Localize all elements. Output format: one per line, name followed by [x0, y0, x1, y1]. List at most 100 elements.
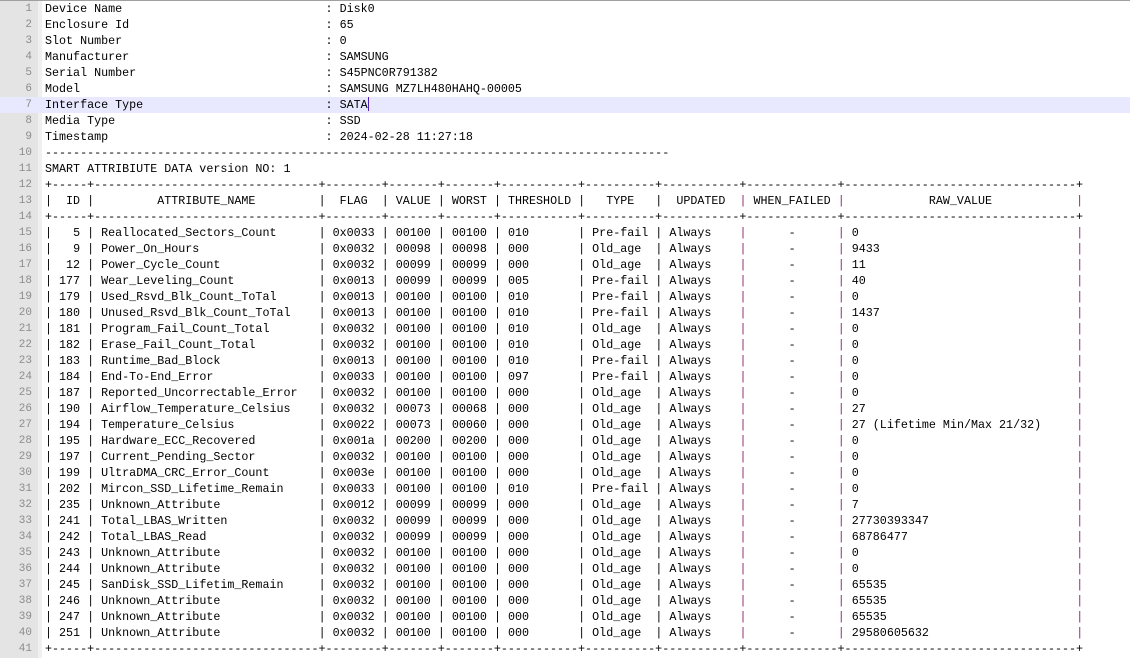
line-text: | 180 | Unused_Rsvd_Blk_Count_ToTal | 0x… — [45, 305, 1083, 321]
info-line[interactable]: 4 Manufacturer : SAMSUNG — [0, 49, 1130, 65]
table-row[interactable]: 33 | 241 | Total_LBAS_Written | 0x0032 | … — [0, 513, 1130, 529]
table-row[interactable]: 37 | 245 | SanDisk_SSD_Lifetim_Remain | 0… — [0, 577, 1130, 593]
table-row[interactable]: 39 | 247 | Unknown_Attribute | 0x0032 | 0… — [0, 609, 1130, 625]
table-cell: 00099 — [451, 258, 487, 272]
table-row[interactable]: 29 | 197 | Current_Pending_Sector | 0x003… — [0, 449, 1130, 465]
table-cell: 00099 — [395, 514, 431, 528]
table-header-row[interactable]: 13 | ID | ATTRIBUTE_NAME | FLAG | VALUE |… — [0, 193, 1130, 209]
cell-separator: | — [493, 418, 501, 432]
table-cell: Always — [669, 386, 712, 400]
table-cell: 000 — [507, 546, 530, 560]
info-line[interactable]: 5 Serial Number : S45PNC0R791382 — [0, 65, 1130, 81]
table-cell: 00100 — [395, 226, 431, 240]
info-line[interactable]: 2 Enclosure Id : 65 — [0, 17, 1130, 33]
table-cell: Old_age — [592, 258, 642, 272]
table-row[interactable]: 27 | 194 | Temperature_Celsius | 0x0022 |… — [0, 417, 1130, 433]
table-row[interactable]: 21 | 181 | Program_Fail_Count_Total | 0x0… — [0, 321, 1130, 337]
table-cell: 010 — [507, 354, 530, 368]
table-row[interactable]: 18 | 177 | Wear_Leveling_Count | 0x0013 |… — [0, 273, 1130, 289]
table-row[interactable]: 28 | 195 | Hardware_ECC_Recovered | 0x001… — [0, 433, 1130, 449]
table-cell: 00099 — [451, 530, 487, 544]
table-cell: Always — [669, 226, 712, 240]
line-number: 28 — [18, 435, 32, 447]
cell-separator: | — [437, 418, 445, 432]
table-cell: 000 — [507, 514, 530, 528]
cell-separator: | — [655, 386, 663, 400]
table-row[interactable]: 23 | 183 | Runtime_Bad_Block | 0x0013 | 0… — [0, 353, 1130, 369]
cell-separator: | — [318, 450, 326, 464]
table-cell: 000 — [507, 466, 530, 480]
table-row[interactable]: 19 | 179 | Used_Rsvd_Blk_Count_ToTal | 0x… — [0, 289, 1130, 305]
info-line[interactable]: 8 Media Type : SSD — [0, 113, 1130, 129]
table-row[interactable]: 15 | 5 | Reallocated_Sectors_Count | 0x00… — [0, 225, 1130, 241]
cell-separator: | — [45, 402, 53, 416]
table-row[interactable]: 30 | 199 | UltraDMA_CRC_Error_Count | 0x0… — [0, 465, 1130, 481]
line-text: | 12 | Power_Cycle_Count | 0x0032 | 0009… — [45, 257, 1083, 273]
table-cell: Old_age — [592, 514, 642, 528]
cell-separator: | — [437, 242, 445, 256]
table-row[interactable]: 26 | 190 | Airflow_Temperature_Celsius | … — [0, 401, 1130, 417]
line-number: 5 — [25, 67, 32, 79]
info-label: Model — [45, 82, 81, 96]
cell-separator: | — [318, 274, 326, 288]
cell-separator: | — [493, 482, 501, 496]
table-row[interactable]: 35 | 243 | Unknown_Attribute | 0x0032 | 0… — [0, 545, 1130, 561]
line-number: 7 — [25, 99, 32, 111]
table-row[interactable]: 34 | 242 | Total_LBAS_Read | 0x0032 | 000… — [0, 529, 1130, 545]
cell-separator: | — [578, 514, 586, 528]
cell-separator: | — [655, 466, 663, 480]
cell-separator: | — [837, 226, 845, 240]
table-border[interactable]: 12 +-----+-------------------------------… — [0, 177, 1130, 193]
line-text: | 5 | Reallocated_Sectors_Count | 0x0033… — [45, 225, 1083, 241]
cell-separator: | — [318, 354, 326, 368]
table-cell: 00200 — [395, 434, 431, 448]
cell-separator: | — [837, 546, 845, 560]
cell-separator: | — [45, 626, 53, 640]
cell-separator: | — [1076, 578, 1084, 592]
table-cell: 12 — [66, 258, 81, 272]
info-line[interactable]: 7 Interface Type : SATA — [0, 97, 1130, 113]
cell-separator: | — [493, 610, 501, 624]
info-line[interactable]: 9 Timestamp : 2024-02-28 11:27:18 — [0, 129, 1130, 145]
cell-separator: | — [578, 418, 586, 432]
table-row[interactable]: 32 | 235 | Unknown_Attribute | 0x0012 | 0… — [0, 497, 1130, 513]
cell-separator: | — [437, 450, 445, 464]
info-line[interactable]: 6 Model : SAMSUNG MZ7LH480HAHQ-00005 — [0, 81, 1130, 97]
table-row[interactable]: 31 | 202 | Mircon_SSD_Lifetime_Remain | 0… — [0, 481, 1130, 497]
cell-separator: | — [493, 402, 501, 416]
table-border[interactable]: 41 +-----+-------------------------------… — [0, 641, 1130, 657]
table-row[interactable]: 17 | 12 | Power_Cycle_Count | 0x0032 | 00… — [0, 257, 1130, 273]
cell-separator: | — [739, 514, 747, 528]
table-cell: 0x0013 — [332, 354, 375, 368]
smart-title-line[interactable]: 11 SMART ATTRIBIUTE DATA version NO: 1 — [0, 161, 1130, 177]
info-label: Enclosure Id — [45, 18, 130, 32]
table-cell: 179 — [59, 290, 81, 304]
table-cell: 197 — [59, 450, 81, 464]
info-label: Manufacturer — [45, 50, 130, 64]
cell-separator: | — [45, 610, 53, 624]
table-border[interactable]: 14 +-----+-------------------------------… — [0, 209, 1130, 225]
table-row[interactable]: 36 | 244 | Unknown_Attribute | 0x0032 | 0… — [0, 561, 1130, 577]
cell-separator: | — [437, 290, 445, 304]
table-row[interactable]: 20 | 180 | Unused_Rsvd_Blk_Count_ToTal | … — [0, 305, 1130, 321]
table-row[interactable]: 25 | 187 | Reported_Uncorrectable_Error |… — [0, 385, 1130, 401]
table-row[interactable]: 38 | 246 | Unknown_Attribute | 0x0032 | 0… — [0, 593, 1130, 609]
info-line[interactable]: 1 Device Name : Disk0 — [0, 1, 1130, 17]
info-line[interactable]: 3 Slot Number : 0 — [0, 33, 1130, 49]
table-row[interactable]: 16 | 9 | Power_On_Hours | 0x0032 | 00098 … — [0, 241, 1130, 257]
cell-separator: | — [837, 386, 845, 400]
separator-line[interactable]: 10 --------------------------------------… — [0, 145, 1130, 161]
cell-separator: | — [739, 498, 747, 512]
cell-separator: | — [1076, 306, 1084, 320]
table-cell: 0x0032 — [332, 258, 375, 272]
cell-separator: | — [655, 258, 663, 272]
table-row[interactable]: 22 | 182 | Erase_Fail_Count_Total | 0x003… — [0, 337, 1130, 353]
cell-separator: | — [655, 434, 663, 448]
cell-separator: | — [87, 354, 95, 368]
table-row[interactable]: 40 | 251 | Unknown_Attribute | 0x0032 | 0… — [0, 625, 1130, 641]
line-text: | 187 | Reported_Uncorrectable_Error | 0… — [45, 385, 1083, 401]
cell-separator: | — [837, 418, 845, 432]
table-row[interactable]: 24 | 184 | End-To-End_Error | 0x0033 | 00… — [0, 369, 1130, 385]
cell-separator: | — [578, 562, 586, 576]
